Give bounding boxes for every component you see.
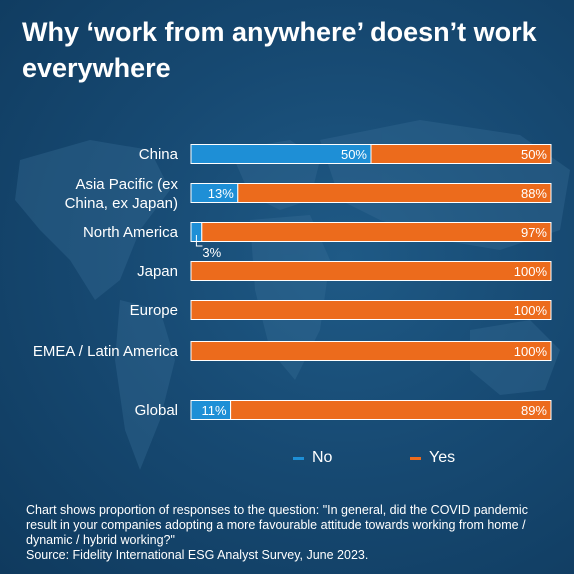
category-label: Global [135, 402, 178, 419]
category-label: EMEA / Latin America [33, 343, 179, 360]
data-label-yes: 100% [514, 303, 548, 318]
data-label-no: 11% [202, 403, 227, 418]
data-label-yes: 97% [521, 225, 547, 240]
legend-no-label: No [312, 449, 333, 466]
data-label-yes: 89% [521, 403, 547, 418]
footnote-question: Chart shows proportion of responses to t… [26, 503, 528, 547]
category-label: China [139, 146, 179, 163]
footnote: Chart shows proportion of responses to t… [26, 503, 556, 563]
bar-yes [190, 261, 552, 281]
bar-yes [230, 400, 552, 420]
category-labels: China Asia Pacific (ex China, ex Japan) Nor… [33, 146, 179, 419]
category-label: Japan [137, 263, 178, 280]
category-label: Asia Pacific (ex China, ex Japan) [65, 176, 179, 212]
bars [190, 144, 552, 420]
legend-yes-label: Yes [429, 449, 456, 466]
bar-yes [190, 300, 552, 320]
data-label-yes: 100% [514, 264, 548, 279]
legend-no-swatch [293, 456, 304, 460]
data-label-no: 50% [341, 147, 367, 162]
chart-title: Why ‘work from anywhere’ doesn’t work ev… [22, 17, 537, 83]
legend-no: No [293, 447, 332, 469]
data-label-yes: 100% [514, 344, 548, 359]
bar-yes [370, 144, 552, 164]
data-label-no: 3% [202, 245, 221, 260]
data-label-yes: 50% [521, 147, 547, 162]
stacked-bar-chart: China Asia Pacific (ex China, ex Japan) Nor… [33, 144, 552, 420]
bar-yes [190, 341, 552, 361]
category-label: Europe [130, 302, 178, 319]
bar-yes [237, 183, 552, 203]
bar-yes [201, 222, 552, 242]
legend-yes-swatch [410, 456, 421, 460]
callout-arrow [195, 235, 203, 247]
data-label-no: 13% [208, 186, 234, 201]
legend-yes: Yes [410, 447, 455, 469]
data-label-yes: 88% [521, 186, 547, 201]
category-label: North America [83, 224, 179, 241]
footnote-source: Source: Fidelity International ESG Analy… [26, 548, 369, 562]
data-labels: 50% 50% 13% 88% 3% 97% 100% 100% 100% 11% 89% [195, 147, 548, 418]
